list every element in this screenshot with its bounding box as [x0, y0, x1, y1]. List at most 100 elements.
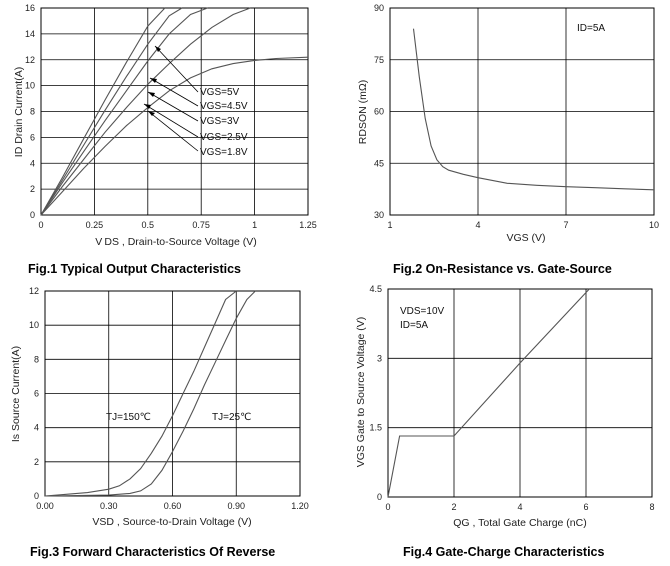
x-tick-label: 0.25	[86, 220, 104, 230]
fig4-y-axis-label: VGS Gate to Source Voltage (V)	[355, 317, 367, 468]
y-tick-label: 8	[34, 354, 39, 364]
x-tick-label: 1	[252, 220, 257, 230]
x-tick-label: 7	[563, 220, 568, 230]
y-tick-label: 3	[377, 353, 382, 363]
series-line-3-2	[44, 290, 256, 497]
x-tick-label: 10	[649, 220, 659, 230]
series-line-4-1	[387, 288, 590, 498]
fig1-plot-frame	[40, 7, 309, 216]
fig3-x-ticks: 0.00 0.30 0.60 0.90 1.20	[36, 501, 309, 511]
fig3-x-axis-label: VSD , Source-to-Drain Voltage (V)	[92, 516, 251, 528]
y-tick-label: 8	[30, 107, 35, 117]
fig1-legend-label: VGS=2.5V	[200, 132, 248, 143]
y-tick-label: 60	[374, 107, 384, 117]
series-line-1-1	[40, 7, 166, 216]
y-tick-label: 14	[25, 29, 35, 39]
fig1-legend-label: VGS=3V	[200, 116, 240, 127]
x-tick-label: 1	[387, 220, 392, 230]
fig3-series-label-150c: TJ=150℃	[106, 412, 151, 423]
y-tick-label: 0	[34, 491, 39, 501]
fig2-plot-frame	[389, 7, 655, 216]
fig1-y-ticks: 0 2 4 6 8 10 12 14 16	[25, 3, 35, 220]
fig2-y-ticks: 30 45 60 75 90	[374, 3, 384, 220]
x-tick-label: 1.25	[299, 220, 317, 230]
fig1-curves	[40, 7, 309, 216]
x-tick-label: 8	[649, 502, 654, 512]
y-tick-label: 1.5	[369, 423, 382, 433]
fig1-output-characteristics: 0 0.25 0.5 0.75 1 1.25 0 2 4 6 8 10 12 14 16 VGS=5V V…	[13, 3, 317, 276]
y-tick-label: 6	[34, 389, 39, 399]
series-line-1-3	[40, 7, 208, 216]
fig4-gate-charge: 0 2 4 6 8 0 1.5 3 4.5 VDS=10V ID=5A QG , Total …	[355, 284, 655, 559]
x-tick-label: 0.75	[192, 220, 210, 230]
y-tick-label: 2	[30, 184, 35, 194]
fig1-legend-label: VGS=4.5V	[200, 101, 248, 112]
series-line-1-2	[40, 7, 183, 216]
y-tick-label: 12	[29, 286, 39, 296]
y-tick-label: 0	[30, 210, 35, 220]
fig2-y-axis-label: RDSON (mΩ)	[357, 80, 369, 144]
fig3-grid	[44, 290, 301, 497]
y-tick-label: 75	[374, 55, 384, 65]
x-tick-label: 0.60	[164, 501, 182, 511]
fig3-plot-frame	[44, 290, 301, 497]
fig3-series-label-25c: TJ=25℃	[212, 412, 251, 423]
series-line-1-5	[40, 56, 309, 216]
fig3-y-ticks: 0 2 4 6 8 10 12	[29, 286, 39, 501]
y-tick-label: 4	[30, 158, 35, 168]
y-tick-label: 4	[34, 423, 39, 433]
fig2-condition-label: ID=5A	[577, 23, 605, 34]
x-tick-label: 6	[583, 502, 588, 512]
x-tick-label: 0.90	[227, 501, 245, 511]
fig3-title: Fig.3 Forward Characteristics Of Reverse	[30, 545, 275, 559]
fig4-plot-frame	[387, 288, 653, 498]
x-tick-label: 0.30	[100, 501, 118, 511]
fig1-x-axis-label: V DS , Drain-to-Source Voltage (V)	[95, 236, 256, 248]
x-tick-label: 0.5	[142, 220, 155, 230]
y-tick-label: 90	[374, 3, 384, 13]
y-tick-label: 0	[377, 492, 382, 502]
fig2-curves	[412, 28, 655, 191]
y-tick-label: 16	[25, 3, 35, 13]
fig4-x-ticks: 0 2 4 6 8	[385, 502, 654, 512]
y-tick-label: 10	[29, 320, 39, 330]
fig4-y-ticks: 0 1.5 3 4.5	[369, 284, 382, 502]
y-tick-label: 30	[374, 210, 384, 220]
y-tick-label: 2	[34, 457, 39, 467]
fig4-title: Fig.4 Gate-Charge Characteristics	[403, 545, 605, 559]
x-tick-label: 0	[38, 220, 43, 230]
fig3-curves	[44, 290, 256, 497]
y-tick-label: 6	[30, 132, 35, 142]
fig3-y-axis-label: Is Source Current(A)	[10, 346, 22, 442]
x-tick-label: 0.00	[36, 501, 54, 511]
fig1-grid	[40, 7, 309, 216]
fig1-x-ticks: 0 0.25 0.5 0.75 1 1.25	[38, 220, 316, 230]
fig2-x-ticks: 1 4 7 10	[387, 220, 659, 230]
fig1-y-axis-label: ID Drain Current(A)	[13, 67, 25, 157]
fig2-x-axis-label: VGS (V)	[506, 232, 545, 244]
x-tick-label: 4	[475, 220, 480, 230]
series-line-3-1	[44, 290, 237, 497]
fig1-legend-label: VGS=5V	[200, 87, 240, 98]
fig1-legend-label: VGS=1.8V	[200, 147, 248, 158]
x-tick-label: 1.20	[291, 501, 309, 511]
fig2-title: Fig.2 On-Resistance vs. Gate-Source	[393, 262, 612, 276]
fig4-x-axis-label: QG , Total Gate Charge (nC)	[453, 517, 586, 529]
y-tick-label: 10	[25, 81, 35, 91]
series-line-2-1	[412, 28, 655, 191]
x-tick-label: 2	[451, 502, 456, 512]
fig4-condition-id: ID=5A	[400, 320, 428, 331]
y-tick-label: 45	[374, 158, 384, 168]
x-tick-label: 0	[385, 502, 390, 512]
fig2-on-resistance: 1 4 7 10 30 45 60 75 90 ID=5A VGS (V) RDSON (mΩ…	[357, 3, 659, 276]
y-tick-label: 4.5	[369, 284, 382, 294]
fig1-title: Fig.1 Typical Output Characteristics	[28, 262, 241, 276]
series-line-1-4	[40, 7, 251, 216]
y-tick-label: 12	[25, 55, 35, 65]
fig1-legend: VGS=5V VGS=4.5V VGS=3V VGS=2.5V VGS=1.8V	[143, 45, 248, 158]
fig4-curves	[387, 288, 590, 498]
x-tick-label: 4	[517, 502, 522, 512]
fig3-forward-characteristics: 0.00 0.30 0.60 0.90 1.20 0 2 4 6 8 10 12 TJ=150℃ T…	[10, 286, 309, 559]
fig4-condition-vds: VDS=10V	[400, 306, 445, 317]
